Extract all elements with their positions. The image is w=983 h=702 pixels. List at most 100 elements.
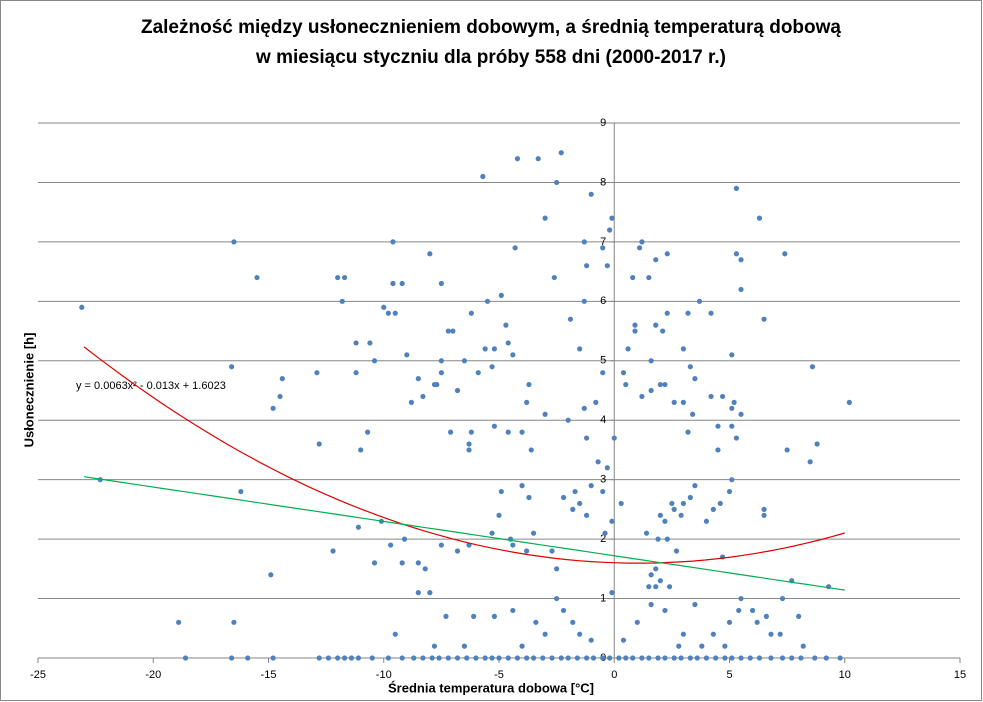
point (365, 429, 371, 435)
point (570, 619, 576, 625)
point (687, 494, 693, 501)
point (779, 655, 786, 661)
point (581, 298, 587, 304)
point (738, 411, 744, 417)
point (676, 643, 682, 649)
point (662, 655, 668, 661)
point (653, 584, 659, 590)
trendline (83, 346, 845, 564)
point (438, 358, 444, 364)
point (588, 637, 594, 643)
point (583, 655, 590, 661)
point (399, 560, 405, 566)
point (438, 370, 444, 376)
point (498, 292, 504, 298)
point (653, 322, 659, 328)
y-tick-label: 6 (600, 295, 606, 307)
point (653, 257, 659, 263)
point (514, 156, 521, 162)
point (505, 655, 511, 661)
point (330, 548, 336, 554)
point (639, 393, 645, 400)
y-tick-label: 3 (600, 474, 606, 486)
point (807, 459, 813, 465)
point (722, 655, 728, 661)
point (238, 488, 244, 495)
point (837, 655, 843, 661)
point (812, 655, 818, 661)
chart-title: Zależność między usłonecznieniem dobowym… (141, 17, 841, 38)
point (466, 441, 472, 447)
point (846, 399, 852, 405)
point (505, 429, 511, 435)
point (554, 566, 560, 572)
point (355, 655, 361, 661)
point (182, 655, 189, 661)
point (542, 215, 548, 221)
point (673, 548, 680, 554)
point (524, 655, 530, 661)
point (687, 364, 693, 370)
point (530, 530, 537, 536)
point (777, 631, 783, 637)
point (498, 488, 504, 495)
point (715, 447, 721, 453)
point (648, 358, 654, 364)
point (784, 447, 790, 453)
point (600, 655, 606, 661)
point (800, 643, 806, 649)
point (657, 381, 663, 388)
point (567, 316, 574, 322)
point (733, 251, 740, 257)
point (540, 655, 546, 661)
y-tick-label: 1 (600, 592, 606, 604)
point (600, 370, 606, 376)
point (445, 328, 451, 334)
point (655, 536, 661, 542)
point (680, 631, 687, 637)
point (79, 304, 85, 310)
point (583, 512, 590, 518)
point (680, 500, 687, 507)
point (616, 655, 622, 661)
point (510, 352, 516, 358)
point (565, 655, 571, 661)
point (353, 340, 359, 346)
point (756, 215, 763, 221)
point (420, 393, 426, 400)
x-tick-label: -25 (30, 669, 46, 681)
point (524, 399, 530, 405)
point (574, 655, 580, 661)
point (595, 459, 601, 465)
point (355, 524, 361, 530)
point (371, 358, 378, 364)
point (761, 506, 767, 512)
y-tick-label: 4 (600, 414, 606, 426)
trendline-equation: y = 0.0063x² - 0.013x + 1.6023 (76, 380, 226, 392)
point (454, 655, 461, 661)
point (823, 655, 829, 661)
point (560, 607, 567, 614)
point (482, 655, 488, 661)
x-tick-label: 15 (954, 669, 966, 681)
point (782, 251, 788, 257)
point (496, 655, 502, 661)
point (809, 364, 816, 370)
point (388, 542, 394, 548)
point (268, 572, 274, 578)
point (399, 655, 405, 661)
point (588, 483, 594, 489)
point (535, 156, 541, 162)
x-axis-label: Średnia temperatura dobowa [°C] (388, 680, 594, 695)
point (510, 542, 516, 548)
point (715, 423, 721, 429)
point (731, 399, 737, 405)
point (484, 298, 491, 304)
point (581, 405, 587, 411)
point (367, 340, 373, 346)
point (427, 251, 433, 257)
point (542, 411, 548, 417)
point (422, 566, 428, 572)
point (729, 423, 735, 429)
